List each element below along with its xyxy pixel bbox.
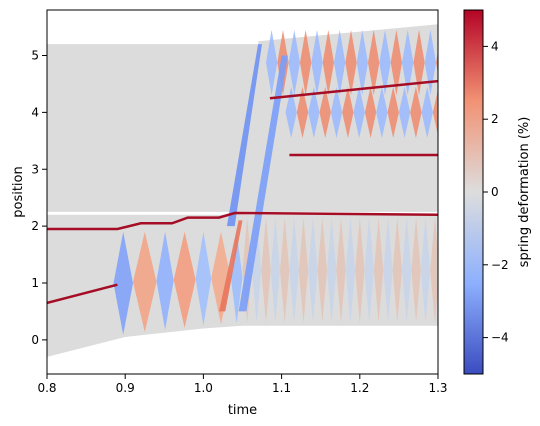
wave-texture bbox=[261, 217, 271, 323]
y-axis-label: position bbox=[11, 166, 26, 218]
wave-streak-1 bbox=[238, 55, 288, 312]
x-tick-label: 1.2 bbox=[350, 381, 369, 395]
wave-texture bbox=[364, 217, 374, 323]
x-tick-label: 1.1 bbox=[272, 381, 291, 395]
wave-up-1 bbox=[398, 86, 411, 138]
y-tick-label: 3 bbox=[31, 162, 39, 176]
wave-texture bbox=[327, 217, 337, 323]
wave-up-1 bbox=[387, 86, 399, 138]
colorbar-tick-label: 2 bbox=[491, 112, 499, 126]
wave-texture bbox=[280, 217, 290, 323]
wave-up-0 bbox=[402, 29, 414, 96]
wave-up-0 bbox=[322, 29, 334, 96]
y-tick-label: 0 bbox=[31, 333, 39, 347]
boundary-line-2 bbox=[269, 79, 438, 100]
y-axis: 0 1 2 3 4 5 bbox=[31, 49, 47, 347]
wave-texture bbox=[355, 217, 365, 323]
wave-low-3 bbox=[173, 231, 196, 328]
wave-up-1 bbox=[353, 86, 365, 138]
wave-texture bbox=[336, 217, 346, 323]
wave-up-1 bbox=[421, 86, 433, 138]
x-tick-label: 1.3 bbox=[428, 381, 447, 395]
colorbar-tick-label: 0 bbox=[491, 185, 499, 199]
wave-up-0 bbox=[288, 29, 300, 96]
wave-texture bbox=[402, 217, 412, 323]
boundary-line-1 bbox=[47, 283, 118, 305]
wave-texture bbox=[383, 217, 393, 323]
wave-up-1 bbox=[432, 89, 438, 136]
waves-layer bbox=[113, 29, 438, 335]
colorbar-tick-label: −2 bbox=[491, 258, 509, 272]
wave-up-1 bbox=[410, 86, 422, 138]
wave-up-0 bbox=[390, 29, 402, 96]
colorbar: 4 2 0 −2 −4 spring deformation (%) bbox=[463, 9, 532, 375]
wave-texture bbox=[411, 217, 421, 323]
wave-up-1 bbox=[364, 86, 377, 138]
wave-up-1 bbox=[319, 86, 331, 138]
wave-up-1 bbox=[308, 86, 320, 138]
wave-texture bbox=[270, 217, 280, 323]
wave-up-1 bbox=[285, 86, 297, 138]
wave-up-1 bbox=[330, 86, 343, 138]
wave-up-0 bbox=[413, 29, 425, 96]
wave-low-1 bbox=[133, 231, 157, 333]
wave-low-2 bbox=[156, 231, 174, 330]
wave-streak-2 bbox=[219, 220, 243, 312]
wave-texture bbox=[251, 217, 262, 323]
wave-up-0 bbox=[368, 29, 380, 96]
y-tick-label: 5 bbox=[31, 49, 39, 63]
wave-up-0 bbox=[356, 29, 368, 96]
x-axis: 0.8 0.9 1.0 1.1 1.2 1.3 bbox=[37, 374, 448, 395]
wave-texture bbox=[345, 217, 356, 323]
wave-texture bbox=[289, 217, 299, 323]
wave-texture bbox=[373, 217, 384, 323]
y-tick-label: 2 bbox=[31, 219, 39, 233]
wave-texture bbox=[392, 217, 402, 323]
wave-low-4 bbox=[195, 231, 212, 326]
wave-texture bbox=[317, 217, 327, 323]
x-tick-label: 0.8 bbox=[37, 381, 56, 395]
x-tick-label: 1.0 bbox=[194, 381, 213, 395]
plot-area bbox=[47, 24, 438, 357]
wave-texture bbox=[430, 217, 438, 323]
x-tick-label: 0.9 bbox=[116, 381, 135, 395]
y-tick-label: 1 bbox=[31, 276, 39, 290]
wave-up-0 bbox=[379, 29, 391, 96]
wave-up-1 bbox=[342, 86, 354, 138]
colorbar-tick-label: −4 bbox=[491, 331, 509, 345]
wave-up-1 bbox=[296, 86, 309, 138]
boundaries-layer bbox=[47, 79, 438, 305]
wave-texture bbox=[420, 217, 431, 323]
wave-low-0 bbox=[113, 231, 133, 335]
wave-up-0 bbox=[345, 29, 357, 96]
colorbar-label: spring deformation (%) bbox=[517, 117, 532, 268]
wave-streak-0 bbox=[226, 44, 262, 227]
plot-frame bbox=[46, 9, 439, 375]
wave-up-1 bbox=[376, 86, 388, 138]
boundary-line-0 bbox=[47, 211, 438, 231]
wave-texture bbox=[308, 217, 318, 323]
wave-up-0 bbox=[311, 29, 323, 96]
wave-up-0 bbox=[300, 29, 312, 96]
wave-up-0 bbox=[334, 29, 346, 96]
colorbar-gradient bbox=[463, 9, 484, 375]
wave-texture bbox=[298, 217, 309, 323]
colorbar-ticks: 4 2 0 −2 −4 bbox=[483, 39, 509, 345]
wave-up-0 bbox=[266, 29, 278, 96]
y-tick-label: 4 bbox=[31, 105, 39, 119]
colorbar-tick-label: 4 bbox=[491, 39, 499, 53]
x-axis-label: time bbox=[228, 403, 257, 418]
wave-up-0 bbox=[424, 29, 436, 96]
